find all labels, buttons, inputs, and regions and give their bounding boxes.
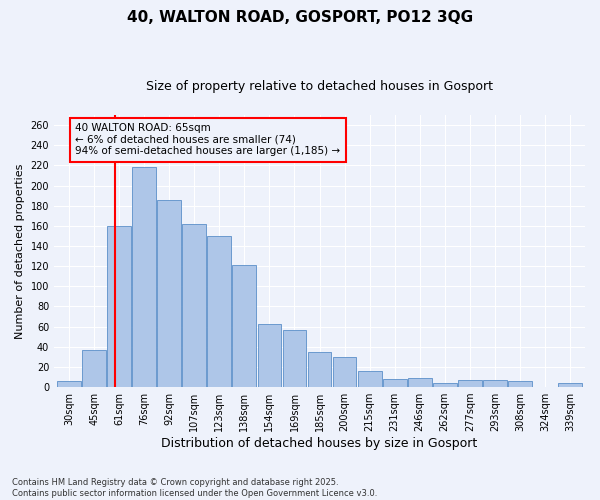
Bar: [308, 352, 331, 387]
Title: Size of property relative to detached houses in Gosport: Size of property relative to detached ho…: [146, 80, 493, 93]
Bar: [283, 330, 307, 387]
Bar: [107, 226, 131, 387]
Text: Contains HM Land Registry data © Crown copyright and database right 2025.
Contai: Contains HM Land Registry data © Crown c…: [12, 478, 377, 498]
Bar: [82, 350, 106, 387]
Bar: [383, 379, 407, 387]
Text: 40 WALTON ROAD: 65sqm
← 6% of detached houses are smaller (74)
94% of semi-detac: 40 WALTON ROAD: 65sqm ← 6% of detached h…: [75, 123, 340, 156]
X-axis label: Distribution of detached houses by size in Gosport: Distribution of detached houses by size …: [161, 437, 478, 450]
Bar: [558, 383, 582, 387]
Bar: [133, 168, 156, 387]
Bar: [458, 380, 482, 387]
Bar: [433, 383, 457, 387]
Y-axis label: Number of detached properties: Number of detached properties: [15, 164, 25, 338]
Bar: [508, 381, 532, 387]
Bar: [232, 265, 256, 387]
Bar: [208, 236, 231, 387]
Bar: [57, 381, 81, 387]
Bar: [483, 380, 507, 387]
Bar: [157, 200, 181, 387]
Bar: [182, 224, 206, 387]
Bar: [332, 357, 356, 387]
Bar: [408, 378, 431, 387]
Text: 40, WALTON ROAD, GOSPORT, PO12 3QG: 40, WALTON ROAD, GOSPORT, PO12 3QG: [127, 10, 473, 25]
Bar: [257, 324, 281, 387]
Bar: [358, 371, 382, 387]
